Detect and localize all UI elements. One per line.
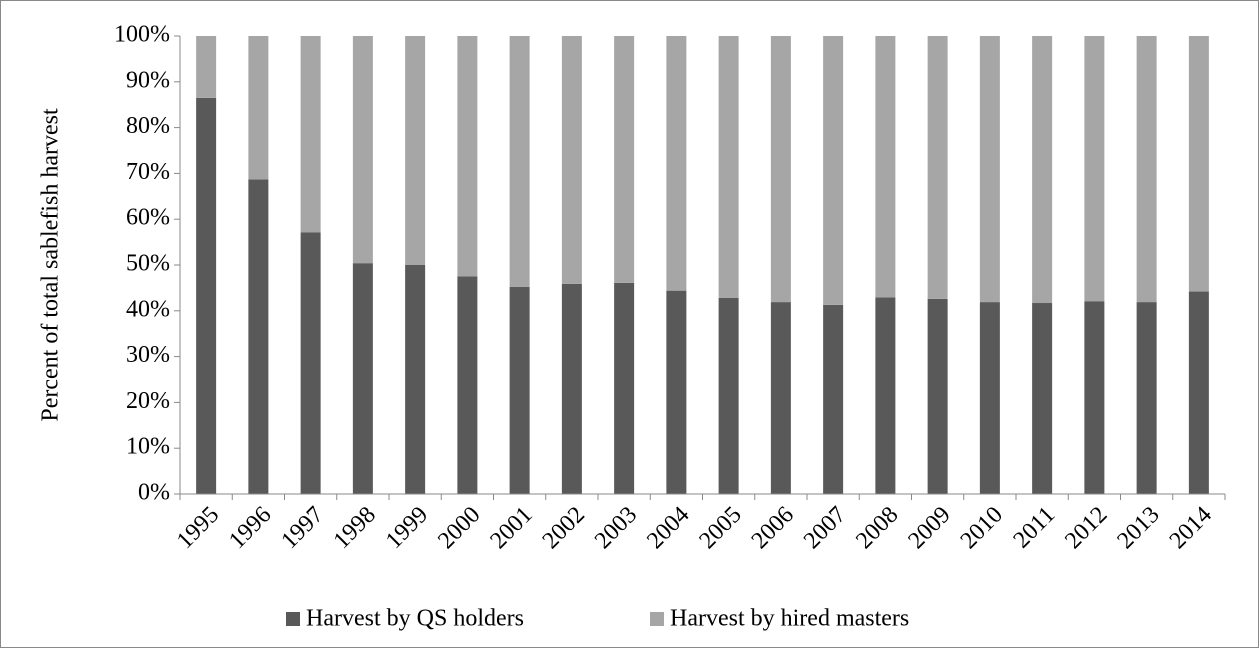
bar-segment — [718, 297, 739, 494]
bar-segment — [300, 232, 321, 494]
bar-segment — [614, 36, 635, 283]
bar-segment — [979, 302, 1000, 494]
bar-segment — [509, 286, 530, 494]
bar-segment — [1188, 291, 1209, 494]
legend-label: Harvest by QS holders — [306, 606, 524, 632]
bar-segment — [1136, 302, 1157, 494]
bar-segment — [300, 36, 321, 233]
bar-segment — [1136, 36, 1157, 303]
bar-segment — [405, 36, 426, 265]
bar-segment — [405, 265, 426, 494]
y-tick-label: 100% — [114, 22, 170, 48]
y-tick-label: 50% — [126, 251, 170, 277]
bar-segment — [196, 97, 217, 494]
bar-segment — [509, 36, 530, 287]
bar-segment — [823, 304, 844, 494]
bar-segment — [666, 36, 687, 291]
bar-segment — [1084, 301, 1105, 494]
bar-segment — [248, 179, 269, 494]
y-tick-label: 90% — [126, 67, 170, 93]
bar-segment — [1188, 36, 1209, 292]
y-tick-label: 0% — [138, 480, 170, 506]
bar-segment — [770, 36, 791, 303]
bar-segment — [614, 282, 635, 494]
bar-segment — [1032, 36, 1053, 304]
bar-segment — [823, 36, 844, 305]
bar-segment — [875, 297, 896, 494]
bar-segment — [770, 302, 791, 494]
bar-segment — [979, 36, 1000, 303]
y-tick-label: 60% — [126, 205, 170, 231]
y-tick-label: 70% — [126, 159, 170, 185]
bar-segment — [718, 36, 739, 298]
y-axis-title: Percent of total sablefish harvest — [38, 108, 64, 422]
bar-segment — [457, 36, 478, 277]
bar-segment — [196, 36, 217, 98]
legend-label: Harvest by hired masters — [670, 606, 909, 632]
bar-segment — [352, 36, 373, 264]
bar-segment — [927, 36, 948, 299]
y-tick-label: 40% — [126, 296, 170, 322]
bar-segment — [352, 263, 373, 494]
legend-swatch — [286, 612, 300, 626]
y-tick-label: 30% — [126, 342, 170, 368]
bar-segment — [561, 283, 582, 494]
bar-segment — [1032, 303, 1053, 494]
y-tick-label: 20% — [126, 388, 170, 414]
legend-swatch — [650, 612, 664, 626]
bar-segment — [561, 36, 582, 284]
bar-segment — [1084, 36, 1105, 302]
bar-segment — [927, 298, 948, 494]
bar-segment — [875, 36, 896, 298]
y-tick-label: 10% — [126, 434, 170, 460]
bar-segment — [248, 36, 269, 180]
y-tick-label: 80% — [126, 113, 170, 139]
bar-segment — [457, 276, 478, 494]
bar-segment — [666, 290, 687, 494]
